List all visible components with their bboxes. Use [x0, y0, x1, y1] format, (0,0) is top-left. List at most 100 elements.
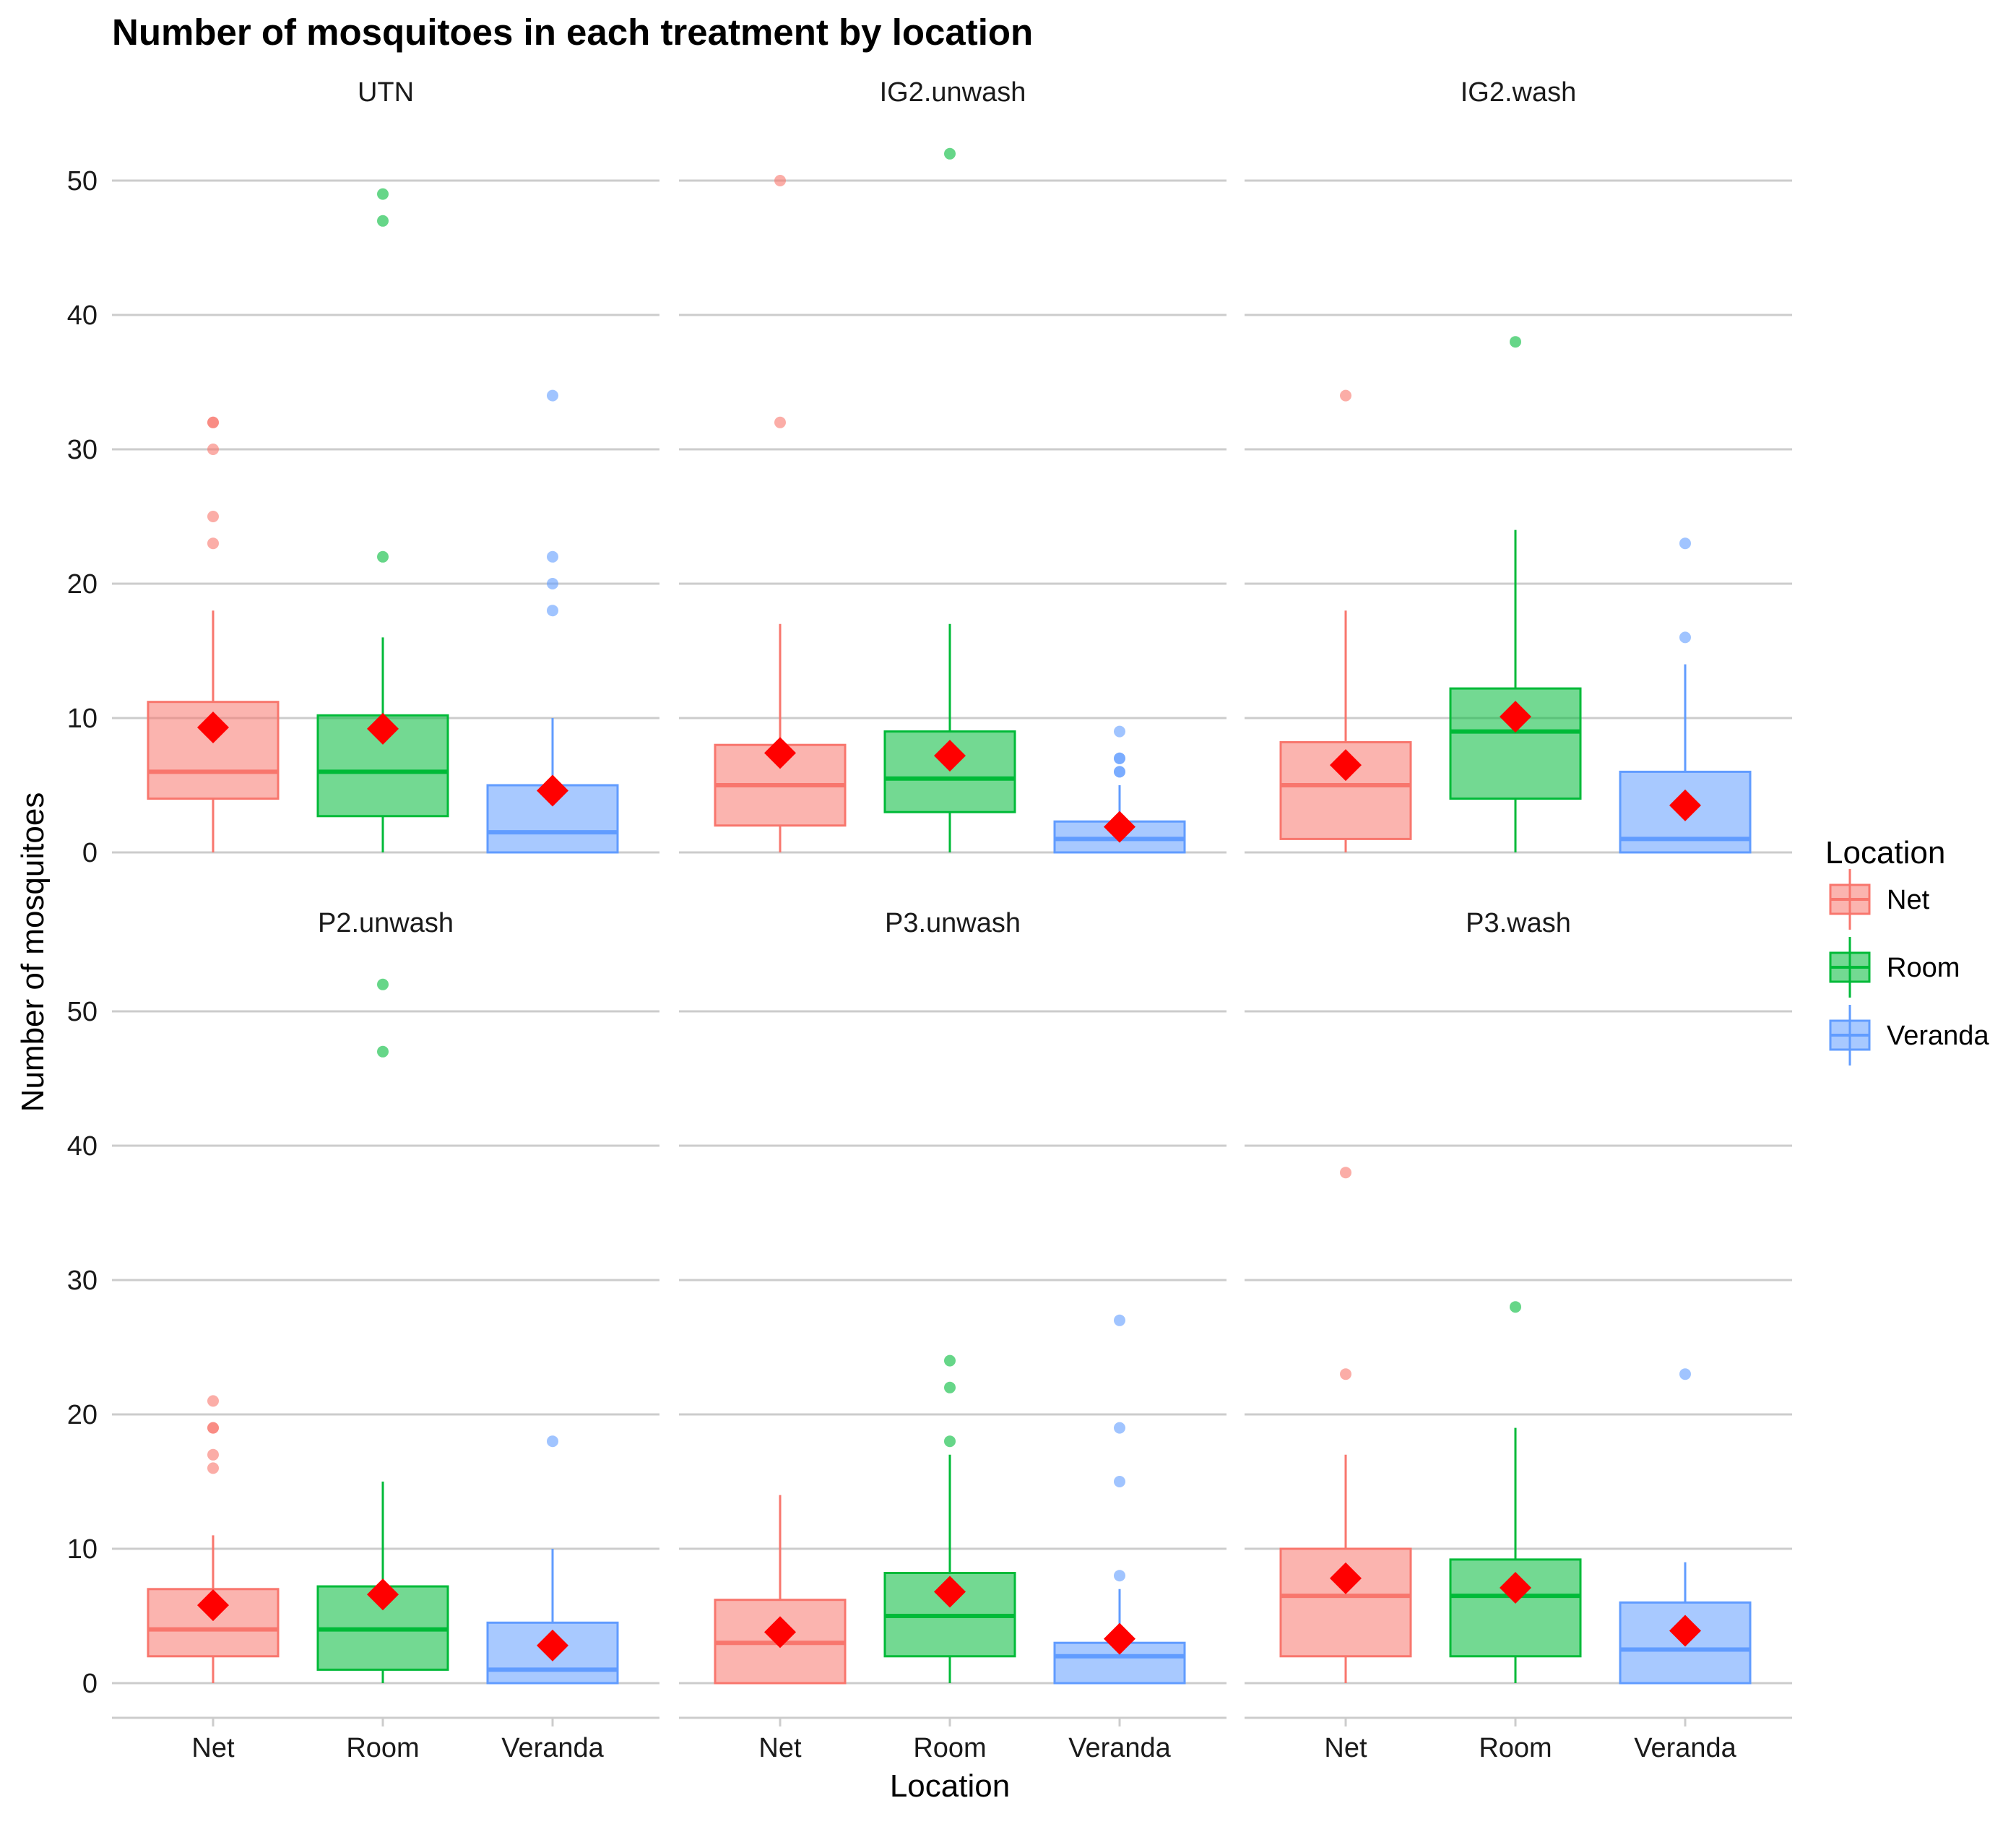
outlier-point: [207, 537, 219, 550]
box-veranda: [1619, 1368, 1752, 1685]
outlier-point: [774, 175, 786, 186]
outlier-point: [944, 1354, 956, 1367]
outlier-point: [944, 1381, 956, 1393]
outlier-point: [547, 578, 558, 589]
outlier-point: [547, 389, 558, 402]
legend-title: Location: [1825, 835, 1945, 870]
outlier-point: [1114, 1422, 1125, 1434]
outlier-point: [377, 1045, 389, 1058]
strip-label: P3.unwash: [885, 908, 1021, 938]
box-room: [316, 978, 449, 1683]
y-tick-label: 10: [67, 704, 98, 734]
outlier-point: [547, 1435, 558, 1448]
strip-label: P2.unwash: [318, 908, 454, 938]
mean-marker: [934, 740, 966, 772]
facet-panels: UTN 0 10 20 30 40 50 IG2.unwash IG2.wash P2.unwas…: [67, 77, 1792, 1699]
mean-marker: [764, 737, 796, 769]
outlier-point: [377, 978, 389, 990]
mean-marker: [1500, 701, 1531, 733]
outlier-point: [207, 1422, 219, 1434]
outlier-point: [944, 1435, 956, 1448]
outlier-point: [207, 416, 219, 428]
y-tick-label: 10: [67, 1534, 98, 1565]
mean-marker: [367, 1578, 399, 1611]
x-tick-label: Veranda: [501, 1733, 604, 1763]
panel-utn: UTN 0 10 20 30 40 50: [67, 77, 659, 868]
y-tick-label: 40: [67, 301, 98, 331]
chart-title: Number of mosquitoes in each treatment b…: [112, 12, 1033, 53]
outlier-point: [207, 1395, 219, 1407]
box-veranda: [1053, 725, 1186, 854]
y-tick-label: 0: [82, 838, 98, 868]
outlier-point: [1340, 1167, 1351, 1179]
mean-marker: [1669, 1615, 1701, 1647]
y-tick-label: 40: [67, 1131, 98, 1162]
outlier-point: [1340, 1368, 1351, 1380]
mean-marker: [934, 1576, 966, 1608]
outlier-point: [1340, 389, 1351, 402]
mean-marker: [1330, 1562, 1362, 1594]
outlier-point: [1114, 752, 1125, 764]
box-body: [316, 714, 449, 818]
legend: Location Net Room Veranda: [1825, 835, 1989, 1066]
y-axis-title: Number of mosquitoes: [15, 792, 51, 1112]
y-tick-label: 50: [67, 166, 98, 196]
outlier-point: [1114, 766, 1125, 778]
panel-ig2-unwash: IG2.unwash: [679, 77, 1227, 854]
outlier-point: [377, 188, 389, 200]
outlier-point: [207, 444, 219, 455]
outlier-point: [1114, 725, 1125, 738]
y-tick-label: 20: [67, 569, 98, 600]
legend-key-net: [1829, 869, 1871, 930]
x-axis-title: Location: [890, 1768, 1010, 1804]
box-net: [147, 416, 280, 852]
outlier-point: [1679, 1368, 1691, 1380]
mean-marker: [1104, 811, 1135, 843]
box-veranda: [1053, 1314, 1186, 1685]
mean-marker: [1500, 1571, 1531, 1604]
legend-key-veranda: [1829, 1005, 1871, 1066]
x-tick-label: Veranda: [1068, 1733, 1171, 1763]
outlier-point: [1114, 1476, 1125, 1487]
outlier-point: [1679, 631, 1691, 644]
mean-marker: [197, 1589, 229, 1622]
mean-marker: [197, 712, 229, 744]
box-body: [1279, 1547, 1412, 1658]
x-axis: Net Room Veranda Net Room Veranda Net Room Veran…: [112, 1716, 1792, 1763]
outlier-point: [1510, 336, 1521, 348]
x-tick-label: Net: [758, 1733, 802, 1763]
box-room: [883, 1354, 1016, 1683]
outlier-point: [207, 1448, 219, 1461]
outlier-point: [1510, 1301, 1521, 1313]
legend-label: Veranda: [1887, 1021, 1989, 1051]
mean-marker: [1669, 789, 1701, 821]
box-veranda: [486, 389, 619, 854]
box-net: [147, 1395, 280, 1683]
mean-marker: [1104, 1622, 1135, 1655]
mean-marker: [367, 712, 399, 745]
outlier-point: [1679, 537, 1691, 550]
box-veranda: [486, 1435, 619, 1685]
outlier-point: [207, 511, 219, 522]
box-room: [316, 188, 449, 852]
x-tick-label: Room: [346, 1733, 419, 1763]
panel-ig2-wash: IG2.wash: [1245, 77, 1792, 854]
legend-key-room: [1829, 937, 1871, 998]
mean-marker: [537, 1629, 568, 1661]
outlier-point: [1114, 1570, 1125, 1582]
box-room: [1449, 336, 1582, 852]
panel-p3-unwash: P3.unwash: [679, 908, 1227, 1685]
x-tick-label: Room: [913, 1733, 986, 1763]
outlier-point: [547, 550, 558, 563]
outlier-point: [1114, 1314, 1125, 1326]
y-tick-label: 30: [67, 435, 98, 465]
outlier-point: [207, 1462, 219, 1474]
mean-marker: [537, 774, 568, 807]
box-room: [883, 147, 1016, 852]
box-room: [1449, 1301, 1582, 1683]
panel-p2-unwash: P2.unwash 0 10 20 30 40 50: [67, 908, 659, 1699]
x-tick-label: Room: [1479, 1733, 1552, 1763]
box-net: [1279, 389, 1412, 852]
x-tick-label: Veranda: [1634, 1733, 1736, 1763]
